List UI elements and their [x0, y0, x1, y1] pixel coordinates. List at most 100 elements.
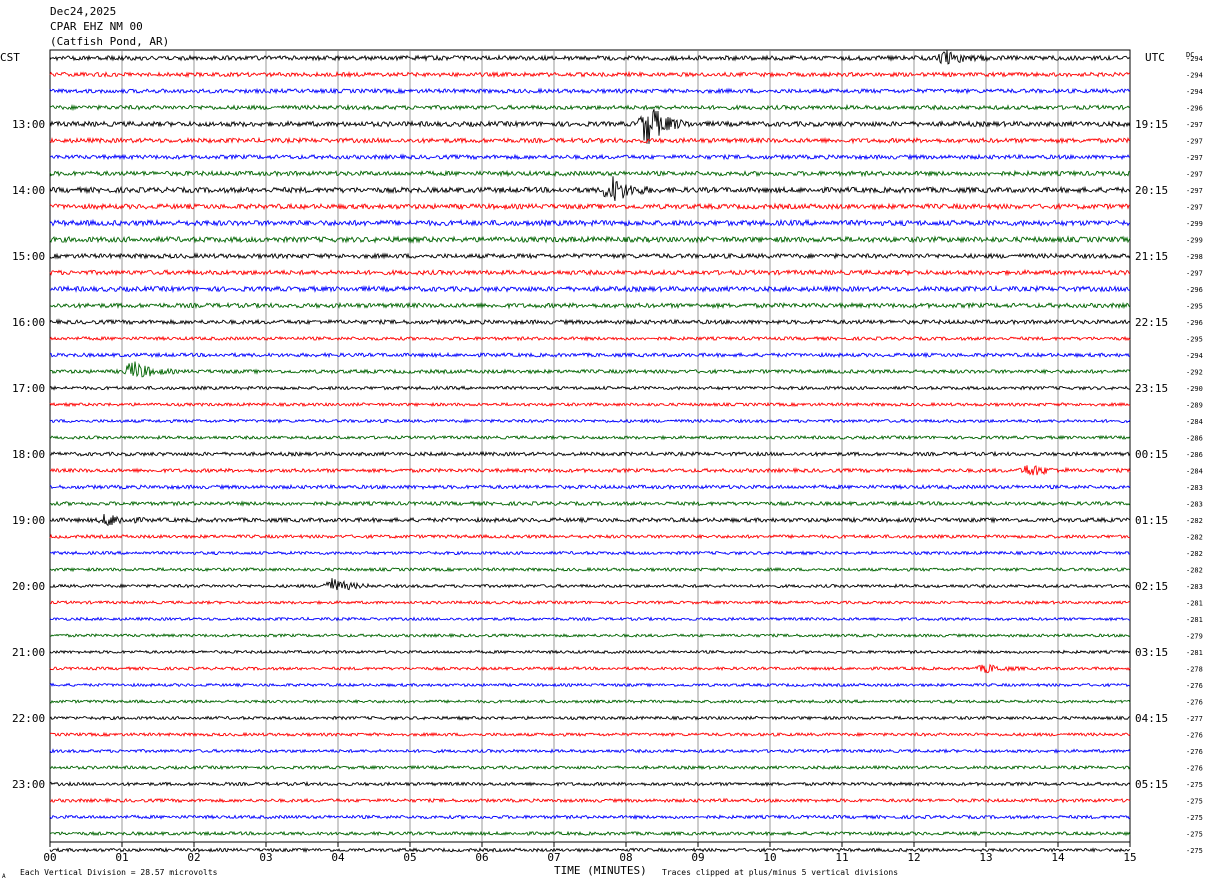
trace-25 [49, 465, 1131, 476]
left-hour-label: 18:00 [12, 448, 45, 461]
traces [49, 50, 1131, 854]
dc-offset-label: -281 [1186, 616, 1203, 624]
dc-offset-label: -297 [1186, 204, 1203, 212]
trace-42 [49, 748, 1131, 754]
dc-offset-label: -277 [1186, 715, 1203, 723]
x-tick-label: 08 [619, 851, 632, 864]
dc-offset-label: -286 [1186, 435, 1203, 443]
dc-offset-label: -276 [1186, 732, 1203, 740]
dc-offset-label: -276 [1186, 682, 1203, 690]
x-tick-label: 07 [547, 851, 560, 864]
dc-offset-label: -283 [1186, 484, 1203, 492]
right-hour-label: 22:15 [1135, 316, 1168, 329]
dc-offset-label: -297 [1186, 154, 1203, 162]
dc-offset-label: -281 [1186, 600, 1203, 608]
trace-15 [49, 301, 1131, 310]
x-tick-label: 03 [259, 851, 272, 864]
x-tick-label: 02 [187, 851, 200, 864]
location-label: (Catfish Pond, AR) [50, 35, 169, 48]
dc-offset-label: -297 [1186, 270, 1203, 278]
trace-7 [49, 169, 1131, 178]
trace-6 [49, 153, 1131, 161]
left-hour-label: 13:00 [12, 118, 45, 131]
dc-offset-label: -284 [1186, 418, 1203, 426]
trace-35 [49, 632, 1131, 639]
station-label: CPAR EHZ NM 00 [50, 20, 143, 33]
x-tick-label: 09 [691, 851, 704, 864]
x-axis-ticks: 00 01 02 03 04 05 06 07 08 09 10 11 12 13 14 15 [43, 842, 1137, 864]
date-label: Dec24,2025 [50, 5, 116, 18]
dc-offset-label: -283 [1186, 583, 1203, 591]
trace-19 [49, 361, 1131, 378]
trace-14 [49, 284, 1131, 294]
trace-38 [49, 682, 1131, 688]
x-tick-label: 14 [1051, 851, 1065, 864]
footer-clip-note: Traces clipped at plus/minus 5 vertical … [662, 868, 898, 877]
dc-offset-label: -290 [1186, 385, 1203, 393]
dc-offset-label: -297 [1186, 138, 1203, 146]
x-tick-label: 15 [1123, 851, 1136, 864]
dc-offset-label: -282 [1186, 517, 1203, 525]
x-tick-label: 04 [331, 851, 345, 864]
dc-offset-label: -275 [1186, 847, 1203, 855]
right-hour-label: 01:15 [1135, 514, 1168, 527]
right-hour-label: 20:15 [1135, 184, 1168, 197]
trace-43 [49, 764, 1131, 771]
dc-offset-label: -295 [1186, 336, 1203, 344]
trace-1 [49, 70, 1131, 79]
plot-frame [49, 49, 1131, 843]
left-hour-label: 22:00 [12, 712, 45, 725]
trace-5 [49, 136, 1131, 145]
dc-offset-label: -294 [1186, 72, 1203, 80]
trace-18 [49, 351, 1131, 359]
right-hour-label: 03:15 [1135, 646, 1168, 659]
left-hour-label: 14:00 [12, 184, 45, 197]
left-hour-label: 21:00 [12, 646, 45, 659]
trace-36 [49, 649, 1131, 655]
dc-offset-label: -275 [1186, 814, 1203, 822]
right-hour-labels: 19:15 20:15 21:15 22:15 23:15 00:15 01:15 02:15… [1135, 118, 1168, 791]
dc-offset-label: -276 [1186, 699, 1203, 707]
dc-offset-label: -276 [1186, 748, 1203, 756]
dc-offset-label: -279 [1186, 633, 1203, 641]
trace-8 [49, 176, 1131, 201]
trace-22 [49, 418, 1131, 424]
minute-grid [121, 50, 1059, 842]
left-hour-label: 23:00 [12, 778, 45, 791]
corner-mark: A [2, 873, 6, 880]
trace-20 [49, 385, 1131, 391]
dc-offset-label: -297 [1186, 171, 1203, 179]
dc-offset-label: -282 [1186, 534, 1203, 542]
dc-offset-label: -292 [1186, 369, 1203, 377]
dc-offset-label: -296 [1186, 286, 1203, 294]
left-hour-label: 15:00 [12, 250, 45, 263]
x-tick-label: 00 [43, 851, 56, 864]
trace-32 [49, 578, 1131, 591]
right-hour-label: 00:15 [1135, 448, 1168, 461]
trace-2 [49, 87, 1131, 95]
x-tick-label: 06 [475, 851, 488, 864]
trace-24 [49, 450, 1131, 458]
right-hour-label: 21:15 [1135, 250, 1168, 263]
trace-33 [49, 599, 1131, 606]
trace-11 [49, 235, 1131, 244]
dc-offset-label: -299 [1186, 220, 1203, 228]
x-tick-label: 13 [979, 851, 992, 864]
trace-12 [49, 252, 1131, 260]
trace-13 [49, 268, 1131, 277]
dc-offset-label: -297 [1186, 121, 1203, 129]
dc-offset-label: -283 [1186, 501, 1203, 509]
x-tick-label: 12 [907, 851, 920, 864]
trace-37 [49, 663, 1131, 674]
trace-47 [49, 830, 1131, 837]
dc-offset-label: -296 [1186, 105, 1203, 113]
trace-0 [49, 50, 1131, 65]
dc-offset-label: -297 [1186, 187, 1203, 195]
dc-offset-label: -275 [1186, 798, 1203, 806]
trace-44 [49, 780, 1131, 787]
trace-16 [49, 318, 1131, 326]
dc-offset-label: -296 [1186, 319, 1203, 327]
trace-39 [49, 699, 1131, 705]
right-hour-label: 05:15 [1135, 778, 1168, 791]
